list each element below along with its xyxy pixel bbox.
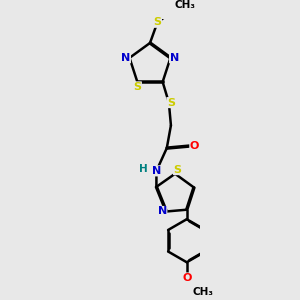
Text: N: N: [158, 206, 167, 217]
Text: H: H: [139, 164, 148, 174]
Text: S: S: [167, 98, 175, 108]
Text: S: S: [173, 165, 181, 175]
Text: CH₃: CH₃: [174, 0, 195, 10]
Text: N: N: [152, 166, 161, 176]
Text: S: S: [153, 17, 161, 27]
Text: S: S: [134, 82, 141, 92]
Text: O: O: [190, 141, 199, 151]
Text: N: N: [169, 53, 179, 63]
Text: O: O: [182, 273, 191, 283]
Text: N: N: [121, 53, 130, 63]
Text: CH₃: CH₃: [193, 287, 214, 297]
